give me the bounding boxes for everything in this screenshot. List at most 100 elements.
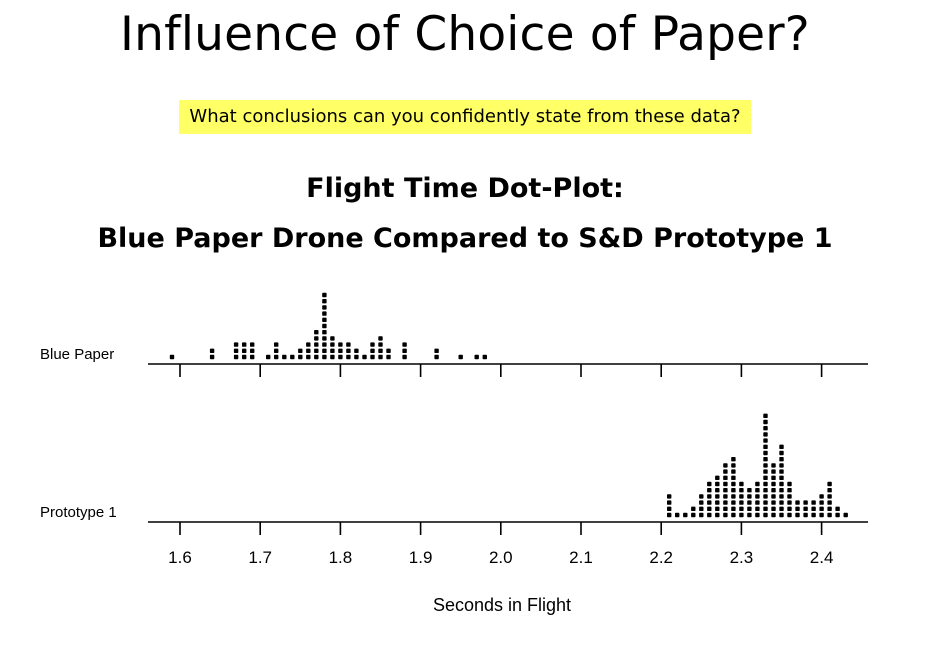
dot-prototype-1 (779, 488, 784, 493)
dot-prototype-1 (787, 500, 792, 505)
dot-blue-paper (282, 354, 287, 360)
dot-blue-paper (306, 348, 311, 353)
dot-prototype-1 (731, 488, 736, 493)
dot-blue-paper (314, 336, 319, 341)
dot-blue-paper (314, 354, 319, 360)
dot-prototype-1 (715, 488, 720, 493)
dot-prototype-1 (739, 500, 744, 505)
dot-prototype-1 (771, 488, 776, 493)
dot-blue-paper (314, 342, 319, 347)
dot-blue-paper (354, 348, 359, 353)
dot-prototype-1 (763, 413, 768, 418)
dot-prototype-1 (795, 500, 800, 505)
dot-prototype-1 (763, 419, 768, 425)
dot-blue-paper (386, 348, 391, 353)
dot-prototype-1 (699, 500, 704, 505)
dot-prototype-1 (747, 500, 752, 505)
dot-prototype-1 (723, 463, 728, 468)
dot-prototype-1 (795, 506, 800, 511)
dot-prototype-1 (707, 500, 712, 505)
dot-blue-paper (330, 348, 335, 353)
dot-blue-paper (242, 342, 247, 347)
dot-blue-paper (233, 342, 239, 347)
dot-prototype-1 (691, 506, 696, 511)
dot-prototype-1 (763, 438, 768, 443)
dot-blue-paper (338, 342, 343, 347)
dot-prototype-1 (739, 512, 744, 518)
baselines (148, 363, 868, 523)
dot-blue-paper (274, 354, 279, 360)
dot-blue-paper (322, 311, 327, 316)
dot-blue-paper (298, 354, 303, 360)
dot-prototype-1 (803, 512, 808, 518)
dot-blue-paper (322, 299, 327, 304)
dot-prototype-1 (715, 481, 720, 487)
dot-prototype-1 (771, 481, 776, 487)
dot-blue-paper (242, 348, 247, 353)
dot-blue-paper (322, 336, 327, 341)
chart-title-line-2: Blue Paper Drone Compared to S&D Prototy… (97, 223, 833, 254)
dot-prototype-1 (755, 506, 760, 511)
dot-prototype-1 (779, 500, 784, 505)
tick-label-2: 1.8 (329, 548, 353, 567)
dot-prototype-1 (787, 481, 792, 487)
dot-blue-paper (362, 354, 367, 360)
tick-label-0: 1.6 (168, 548, 192, 567)
dot-prototype-1 (827, 500, 832, 505)
dot-prototype-1 (803, 500, 808, 505)
dot-prototype-1 (667, 494, 672, 499)
dot-blue-paper (386, 354, 391, 360)
dot-blue-paper (322, 354, 327, 360)
dot-blue-paper (402, 342, 407, 347)
dot-prototype-1 (779, 463, 784, 468)
dot-prototype-1 (667, 506, 672, 511)
dot-prototype-1 (723, 475, 728, 480)
dot-prototype-1 (827, 512, 832, 518)
dot-prototype-1 (803, 506, 808, 511)
dot-prototype-1 (715, 494, 720, 499)
dot-prototype-1 (731, 469, 736, 474)
dot-prototype-1 (739, 488, 744, 493)
dot-prototype-1 (811, 506, 816, 511)
dot-prototype-1 (763, 444, 768, 449)
dot-prototype-1 (763, 500, 768, 505)
dot-blue-paper (482, 354, 487, 360)
dot-blue-paper (434, 348, 439, 353)
dot-blue-paper (330, 342, 335, 347)
tick-label-7: 2.3 (730, 548, 754, 567)
dot-prototype-1 (739, 481, 744, 487)
dot-prototype-1 (787, 494, 792, 499)
dot-prototype-1 (699, 494, 704, 499)
dot-prototype-1 (811, 500, 816, 505)
dot-prototype-1 (787, 488, 792, 493)
dot-prototype-1 (699, 506, 704, 511)
dot-blue-paper (250, 342, 255, 347)
dot-blue-paper (274, 342, 279, 347)
dot-prototype-1 (779, 506, 784, 511)
dot-prototype-1 (827, 494, 832, 499)
dot-prototype-1 (707, 494, 712, 499)
dot-prototype-1 (731, 457, 736, 462)
dot-blue-paper (402, 348, 407, 353)
dot-blue-paper (314, 330, 319, 335)
dot-blue-paper (330, 354, 335, 360)
dot-blue-paper (242, 354, 247, 360)
dot-prototype-1 (763, 469, 768, 474)
dot-blue-paper (209, 354, 215, 360)
dot-prototype-1 (771, 500, 776, 505)
row-label-prototype-1: Prototype 1 (40, 504, 117, 521)
dot-prototype-1 (763, 512, 768, 518)
dot-blue-paper (322, 330, 327, 335)
dot-prototype-1 (731, 481, 736, 487)
dot-prototype-1 (827, 481, 832, 487)
dot-blue-paper (169, 354, 175, 360)
dot-blue-paper (322, 305, 327, 310)
dot-prototype-1 (763, 475, 768, 480)
dot-prototype-1 (763, 481, 768, 487)
tick-label-5: 2.1 (569, 548, 593, 567)
dot-blue-paper (434, 354, 439, 360)
dot-prototype-1 (667, 512, 672, 518)
dot-prototype-1 (843, 512, 848, 518)
dot-prototype-1 (795, 512, 800, 518)
